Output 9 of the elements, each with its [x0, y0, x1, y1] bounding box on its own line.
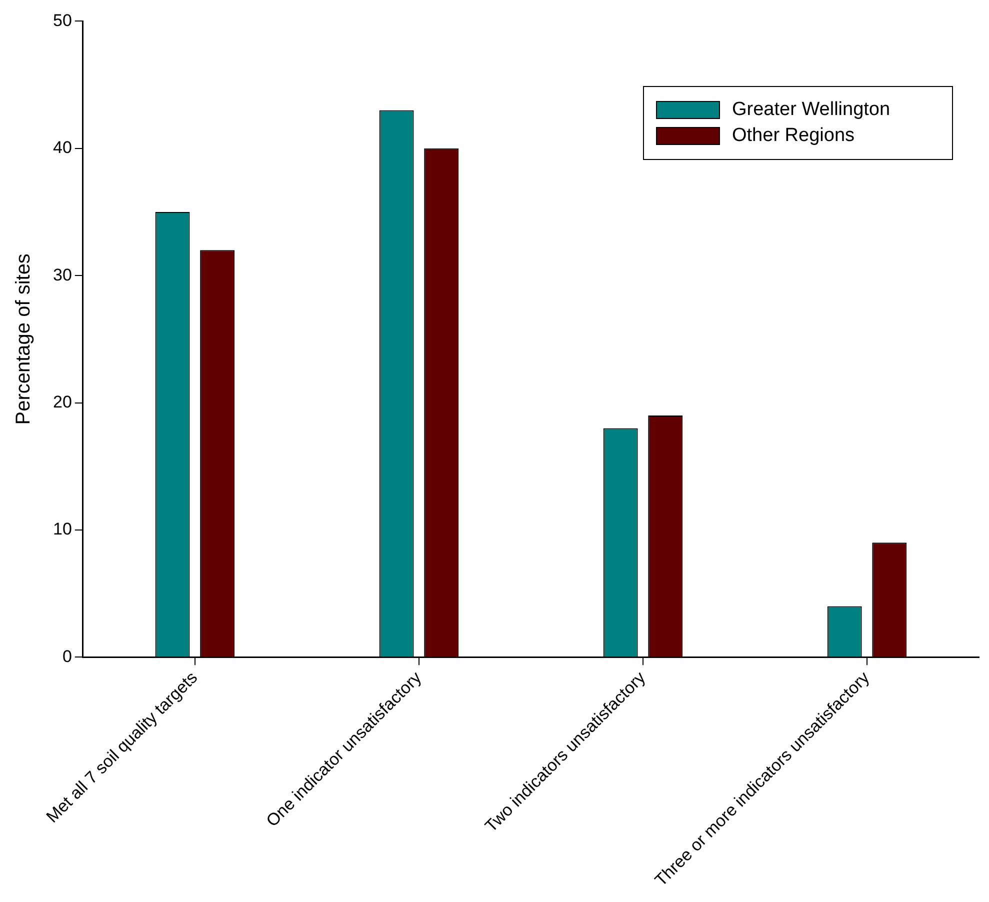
y-tick-label: 40 [52, 138, 72, 158]
legend-label: Other Regions [732, 125, 855, 147]
y-tick-label: 10 [52, 520, 72, 539]
legend-label: Greater Wellington [732, 99, 890, 121]
y-tick-label: 0 [62, 646, 72, 666]
y-axis-title: Percentage of sites [12, 254, 35, 425]
y-tick-label: 50 [52, 10, 72, 30]
y-tick-label: 30 [52, 265, 72, 284]
y-tick-label: 20 [52, 392, 72, 412]
